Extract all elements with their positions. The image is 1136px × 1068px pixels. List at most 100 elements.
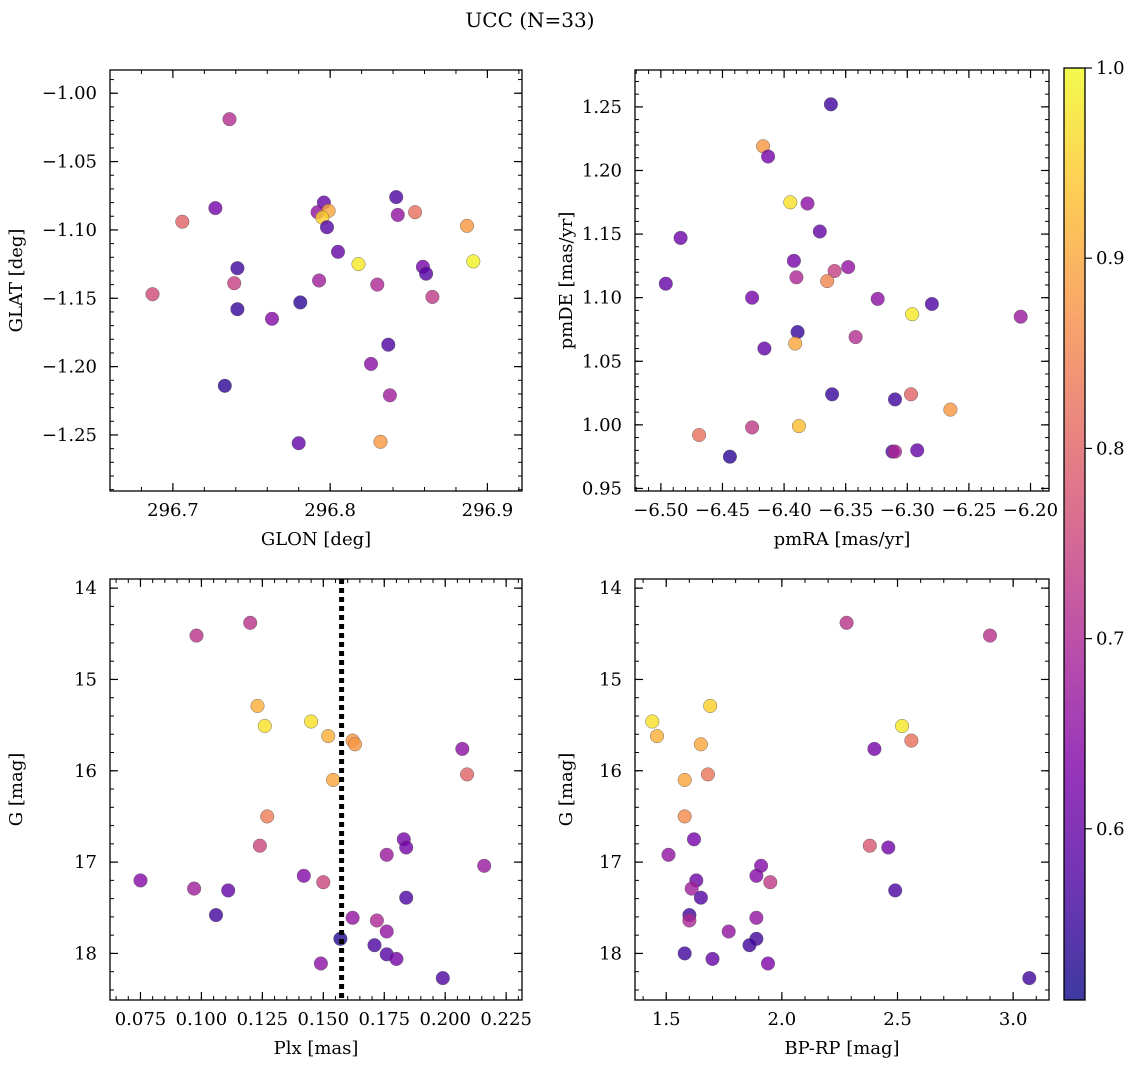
data-point: [351, 257, 366, 272]
data-point: [1022, 971, 1037, 986]
data-point: [705, 951, 720, 966]
y-tick-label: 1.15: [582, 224, 622, 245]
colorbar-tick-label: 0.8: [1096, 438, 1125, 459]
data-point: [382, 388, 397, 403]
data-point: [820, 274, 835, 289]
data-point: [722, 449, 737, 464]
data-point: [243, 615, 258, 630]
y-tick-label: −1.10: [42, 220, 97, 241]
data-point: [265, 311, 280, 326]
colorbar-gradient: [1064, 68, 1085, 1000]
x-tick-label: 0.150: [298, 1009, 350, 1030]
panel-plx-g: 0.075 0.100 0.125 0.150 0.175 0.200 0.225 14 15 1…: [6, 578, 532, 1059]
x-tick-label: 0.200: [419, 1009, 471, 1030]
data-point: [761, 956, 776, 971]
x-tick-label: 0.100: [176, 1009, 228, 1030]
data-point: [316, 875, 331, 890]
x-tick-label: 296.9: [462, 500, 514, 521]
data-point: [983, 628, 998, 643]
data-point: [788, 336, 803, 351]
data-point: [250, 698, 265, 713]
data-point: [312, 273, 327, 288]
x-axis-label: GLON [deg]: [261, 529, 371, 550]
data-point: [296, 868, 311, 883]
data-point: [187, 881, 202, 896]
data-point: [881, 840, 896, 855]
data-point: [677, 946, 692, 961]
data-point: [477, 858, 492, 873]
y-axis-label: G [mag]: [556, 753, 577, 826]
data-point: [841, 260, 856, 275]
data-point: [208, 201, 223, 216]
x-tick-label: −6.40: [757, 500, 812, 521]
colorbar-tick-label: 0.6: [1096, 819, 1125, 840]
scatter-points: [145, 112, 481, 451]
data-point: [749, 910, 764, 925]
data-point: [658, 276, 673, 291]
y-tick-label: −1.25: [42, 425, 97, 446]
data-point: [367, 938, 382, 953]
data-point: [345, 910, 360, 925]
data-point: [320, 220, 335, 235]
data-point: [650, 729, 665, 744]
data-point: [749, 868, 764, 883]
data-point: [839, 615, 854, 630]
data-point: [800, 196, 815, 211]
data-point: [687, 832, 702, 847]
data-point: [757, 341, 772, 356]
data-point: [867, 741, 882, 756]
data-point: [390, 207, 405, 222]
panel-pmra-pmde: −6.50 −6.45 −6.40 −6.35 −6.30 −6.25 −6.20 0.95 1…: [556, 69, 1058, 550]
data-point: [910, 443, 925, 458]
data-point: [895, 719, 910, 734]
data-point: [419, 266, 434, 281]
scatter-points: [645, 615, 1037, 986]
x-tick-label: −6.50: [633, 500, 688, 521]
x-tick-label: 0.175: [358, 1009, 410, 1030]
plot-frame: [634, 69, 1050, 492]
x-tick-label: 1.5: [652, 1009, 681, 1030]
y-tick-label: −1.15: [42, 288, 97, 309]
data-point: [364, 356, 379, 371]
data-point: [379, 924, 394, 939]
data-point: [348, 737, 363, 752]
scatter-points: [658, 97, 1028, 464]
data-point: [943, 402, 958, 417]
data-point: [693, 890, 708, 905]
x-tick-label: −6.35: [818, 500, 873, 521]
y-tick-label: 16: [74, 761, 97, 782]
x-tick-label: 0.225: [480, 1009, 532, 1030]
data-point: [408, 205, 423, 220]
scatter-points: [133, 615, 492, 986]
y-tick-label: 14: [599, 578, 622, 599]
x-tick-label: 0.125: [237, 1009, 289, 1030]
data-point: [189, 628, 204, 643]
x-tick-label: −6.20: [1003, 500, 1058, 521]
data-point: [862, 838, 877, 853]
x-axis-label: Plx [mas]: [274, 1038, 359, 1059]
x-tick-label: 296.7: [147, 500, 199, 521]
data-point: [703, 698, 718, 713]
colorbar-tick-label: 0.9: [1096, 248, 1125, 269]
x-tick-label: 2.5: [883, 1009, 912, 1030]
colorbar-tick-label: 1.0: [1096, 58, 1125, 79]
data-point: [230, 302, 245, 317]
x-tick-label: −6.25: [941, 500, 996, 521]
data-point: [645, 714, 660, 729]
data-point: [379, 847, 394, 862]
data-point: [293, 295, 308, 310]
y-tick-label: 15: [74, 669, 97, 690]
data-point: [460, 218, 475, 233]
data-point: [435, 971, 450, 986]
data-point: [455, 741, 470, 756]
data-point: [661, 847, 676, 862]
y-axis-label: G [mag]: [6, 753, 27, 826]
data-point: [208, 908, 223, 923]
data-point: [786, 253, 801, 268]
y-tick-label: 1.25: [582, 97, 622, 118]
data-point: [904, 387, 919, 402]
x-tick-label: −6.30: [880, 500, 935, 521]
data-point: [693, 737, 708, 752]
data-point: [133, 873, 148, 888]
data-point: [381, 337, 396, 352]
